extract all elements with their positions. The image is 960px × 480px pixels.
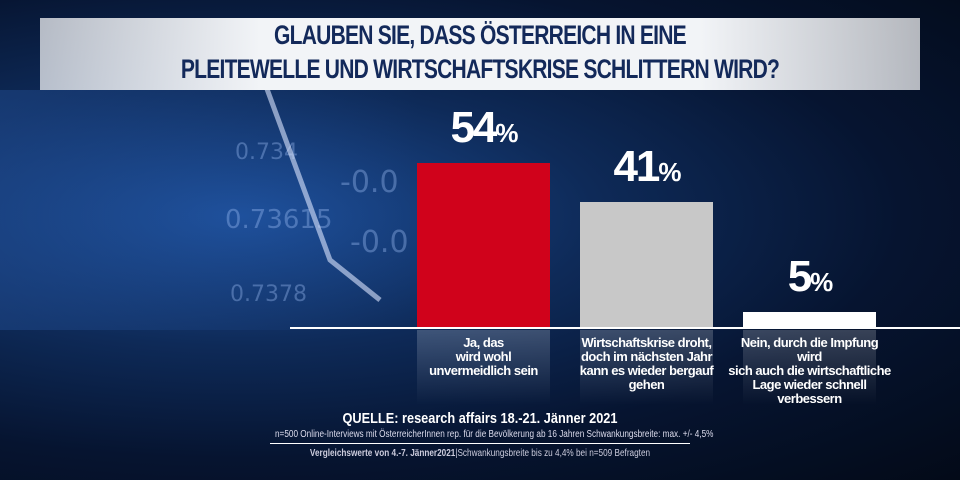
bar	[417, 163, 550, 327]
bar	[743, 311, 876, 327]
category-column	[743, 330, 876, 405]
footer-divider	[270, 443, 690, 444]
source-text: QUELLE: research affairs 18.-21. Jänner …	[342, 410, 618, 427]
category-label-line: kann es wieder bergauf gehen	[579, 363, 714, 392]
category-label: Wirtschaftskrise droht, doch im nächsten …	[565, 336, 728, 392]
category-label-line: wird wohl	[455, 349, 512, 364]
method-text: n=500 Online-Interviews mit Österreicher…	[275, 429, 714, 440]
title-band: GLAUBEN SIE, DASS ÖSTERREICH IN EINE PLE…	[40, 18, 920, 90]
compare-text: |Schwankungsbreite bis zu 4,4% bei n=509…	[455, 448, 651, 459]
data-label-value: 54	[450, 103, 497, 152]
baseline	[290, 327, 960, 329]
category-label-line: verbessern	[777, 391, 842, 406]
background-decoration: 0.7378	[230, 282, 307, 307]
category-label-line: unvermeidlich sein	[429, 363, 538, 378]
data-label: 41%	[580, 142, 713, 192]
data-label-unit: %	[658, 157, 681, 188]
category-label: Ja, das wird wohl unvermeidlich sein	[402, 336, 565, 378]
category-label-line: sich auch die wirtschaftliche	[728, 363, 891, 378]
category-label: Nein, durch die Impfung wird sich auch di…	[728, 336, 891, 406]
category-label-line: Nein, durch die Impfung wird	[740, 335, 879, 364]
category-label-line: doch im nächsten Jahr	[580, 349, 713, 364]
category-column	[417, 330, 550, 405]
background-decoration: -0.0	[350, 225, 409, 260]
footer: QUELLE: research affairs 18.-21. Jänner …	[230, 410, 730, 459]
chart-title-line-2: PLEITEWELLE UND WIRTSCHAFTSKRISE SCHLITT…	[180, 54, 780, 84]
background-decoration: -0.0	[340, 165, 399, 200]
chart-title-line-1: GLAUBEN SIE, DASS ÖSTERREICH IN EINE	[274, 20, 687, 50]
data-label: 54%	[417, 103, 550, 153]
category-label-line: Ja, das	[463, 335, 504, 350]
data-label-value: 41	[613, 142, 660, 192]
category-label-line: Wirtschaftskrise droht,	[581, 335, 712, 350]
category-label-line: Lage wieder schnell	[752, 377, 867, 392]
compare-text-bold: Vergleichswerte von 4.-7. Jänner2021	[309, 448, 456, 459]
data-label-value: 5	[787, 251, 813, 301]
data-label: 5%	[743, 252, 876, 302]
bar	[580, 202, 713, 327]
data-label-unit: %	[495, 118, 518, 148]
category-column	[580, 330, 713, 405]
data-label-unit: %	[810, 266, 833, 297]
background-glow	[0, 90, 420, 330]
